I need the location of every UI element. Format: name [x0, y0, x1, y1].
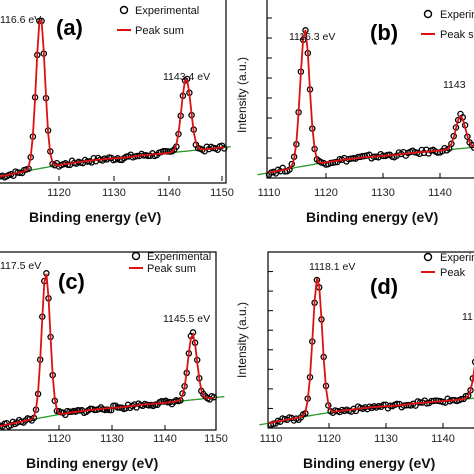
- panel-c-xtick-1120: 1120: [47, 433, 71, 445]
- panel-d-xtick-1110: 1110: [260, 433, 283, 445]
- panel-a-xtick-1150: 1150: [210, 187, 234, 199]
- panel-d-plot: [259, 276, 474, 428]
- panel-d-peak2-label: 11: [462, 311, 473, 323]
- panel-c-label: (c): [58, 269, 85, 294]
- panel-d-xlabel: Binding energy (eV): [303, 455, 435, 471]
- panel-a-peak-sum-line: [0, 19, 225, 178]
- panel-c-xtick-1150: 1150: [204, 433, 228, 445]
- panel-c-peak2-label: 1145.5 eV: [163, 313, 210, 325]
- panel-c-xlabel: Binding energy (eV): [26, 455, 158, 471]
- panel-a-xtick-1140: 1140: [157, 187, 181, 199]
- panel-a-legend-marker-exp: [119, 5, 129, 15]
- panel-d-experimental-point: [471, 358, 474, 366]
- panel-d-frame: [267, 251, 474, 429]
- panel-d: 1110 1120 1130 1140 (d) Experimental Peak 1…: [235, 251, 474, 471]
- panel-c-xtick-1130: 1130: [100, 433, 124, 445]
- panel-b-y-ticks: [267, 17, 272, 159]
- panel-b-xtick-1120: 1120: [314, 187, 338, 199]
- panel-c-peak-sum-line: [0, 273, 214, 427]
- panel-b-legend-marker-exp: [423, 9, 433, 19]
- panel-c-legend-peaksum: Peak sum: [147, 263, 196, 275]
- panel-b-legend-experimental: Experimental: [440, 9, 474, 21]
- panel-a-frame: [0, 0, 227, 184]
- panel-a-x-ticks: 1120 1130 1140 1150: [47, 176, 234, 199]
- panel-c-frame: [0, 251, 217, 431]
- panel-b-experimental-point: [470, 144, 474, 152]
- panel-b-x-ticks: 1110 1120 1130 1140: [258, 173, 452, 199]
- panel-c-xtick-1140: 1140: [153, 433, 177, 445]
- panel-a-legend-peaksum: Peak sum: [135, 25, 184, 37]
- panel-d-label: (d): [370, 274, 398, 299]
- panel-b-xtick-1110: 1110: [258, 187, 281, 199]
- panel-d-ylabel: Intensity (a.u.): [235, 302, 249, 378]
- panel-c-peak1-label: 117.5 eV: [0, 260, 41, 272]
- panel-a-xtick-1130: 1130: [102, 187, 126, 199]
- panel-a-legend-experimental: Experimental: [135, 5, 199, 17]
- panel-b-peak1-label: 1116.3 eV: [289, 31, 335, 43]
- panel-b-peak2-label: 1143: [443, 79, 466, 91]
- panel-d-peak1-label: 1118.1 eV: [309, 261, 355, 273]
- panel-c-x-ticks: 1120 1130 1140 1150: [47, 425, 228, 445]
- panel-d-experimental-point: [464, 392, 472, 399]
- panel-d-xtick-1130: 1130: [374, 433, 398, 445]
- panel-d-x-ticks: 1110 1120 1130 1140: [260, 423, 455, 445]
- panel-d-xtick-1140: 1140: [431, 433, 455, 445]
- panel-b-xtick-1130: 1130: [371, 187, 395, 199]
- panel-b-legend-peaksum: Peak sum: [440, 29, 474, 41]
- panel-d-peak-sum-line: [268, 278, 474, 424]
- panel-c-plot: [0, 270, 225, 430]
- panel-d-y-ticks: [268, 271, 273, 409]
- panel-a-peak2-label: 1143.4 eV: [163, 71, 210, 83]
- panel-b-xlabel: Binding energy (eV): [306, 209, 438, 225]
- panel-a-label: (a): [56, 15, 83, 40]
- panel-d-experimental-point: [380, 401, 387, 409]
- panel-b-plot: [257, 27, 474, 179]
- panel-d-legend-marker-exp: [423, 252, 433, 262]
- panel-b-peak-sum-line: [268, 29, 474, 174]
- panel-c-legend-marker-exp: [131, 251, 141, 261]
- panel-a-peak1-label: 116.6 eV: [0, 14, 41, 26]
- panel-b: 1110 1120 1130 1140 (b) Experimental Peak s…: [235, 0, 474, 225]
- panel-b-label: (b): [370, 20, 398, 45]
- panel-d-legend-peaksum: Peak: [440, 267, 466, 279]
- panel-a-xlabel: Binding energy (eV): [29, 209, 161, 225]
- panel-c: 1120 1130 1140 1150 (c) Experimental Peak s…: [0, 251, 228, 471]
- panel-b-frame: [266, 0, 474, 179]
- panel-b-xtick-1140: 1140: [428, 187, 452, 199]
- panel-d-xtick-1120: 1120: [317, 433, 341, 445]
- panel-d-legend-experimental: Experimental: [440, 252, 474, 264]
- panel-a: 1120 1130 1140 1150 (a) Experimental Peak s…: [0, 0, 234, 225]
- panel-a-xtick-1120: 1120: [47, 187, 71, 199]
- panel-b-ylabel: Intensity (a.u.): [235, 57, 249, 133]
- panel-c-legend-experimental: Experimental: [147, 251, 211, 263]
- panel-a-plot: [0, 17, 231, 181]
